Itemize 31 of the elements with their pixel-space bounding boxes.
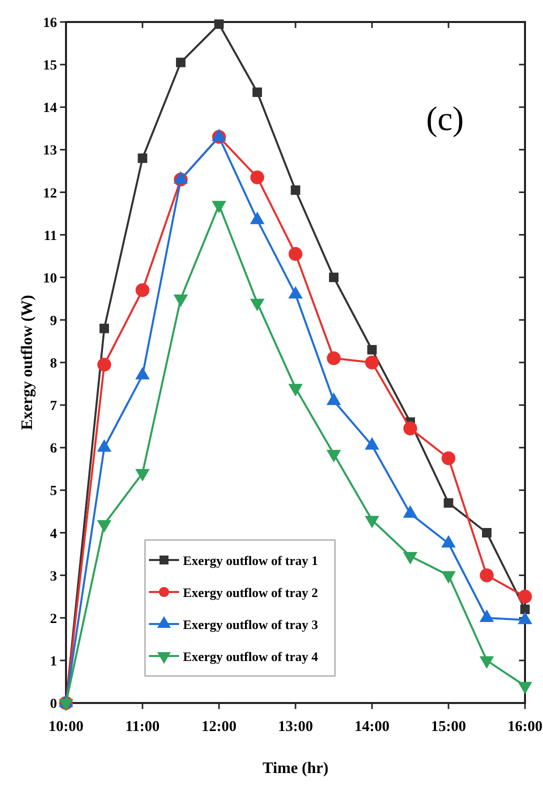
y-axis-title: Exergy outflow (W) bbox=[19, 294, 36, 430]
y-tick-label: 3 bbox=[50, 569, 57, 584]
x-axis-title: Time (hr) bbox=[262, 760, 328, 777]
y-tick-label: 0 bbox=[50, 697, 57, 712]
legend-label: Exergy outflow of tray 1 bbox=[183, 553, 318, 568]
x-tick-label: 10:00 bbox=[48, 719, 84, 735]
legend-label: Exergy outflow of tray 2 bbox=[183, 585, 318, 600]
y-tick-label: 11 bbox=[44, 228, 57, 244]
y-tick-label: 8 bbox=[50, 356, 57, 372]
y-tick-label: 7 bbox=[50, 399, 57, 414]
y-tick-label: 9 bbox=[50, 314, 57, 329]
y-tick-label: 10 bbox=[43, 271, 57, 286]
y-tick-label: 6 bbox=[50, 442, 57, 457]
x-tick-label: 12:00 bbox=[202, 719, 236, 735]
y-tick-label: 14 bbox=[43, 101, 57, 116]
y-tick-label: 12 bbox=[43, 186, 57, 202]
x-tick-label: 16:00 bbox=[508, 719, 542, 735]
annotation: (c) bbox=[426, 101, 464, 138]
y-tick-label: 13 bbox=[43, 144, 57, 159]
x-tick-label: 15:00 bbox=[431, 719, 466, 735]
legend-label: Exergy outflow of tray 4 bbox=[183, 649, 319, 664]
y-tick-label: 1 bbox=[50, 654, 57, 670]
y-tick-label: 16 bbox=[43, 16, 57, 31]
y-tick-label: 2 bbox=[50, 612, 57, 627]
x-tick-label: 11:00 bbox=[125, 719, 160, 735]
legend-label: Exergy outflow of tray 3 bbox=[183, 617, 319, 632]
y-tick-label: 15 bbox=[43, 58, 57, 74]
x-tick-label: 14:00 bbox=[354, 719, 390, 735]
x-tick-label: 13:00 bbox=[278, 719, 313, 735]
y-tick-label: 5 bbox=[50, 484, 57, 500]
y-tick-label: 4 bbox=[50, 526, 57, 542]
